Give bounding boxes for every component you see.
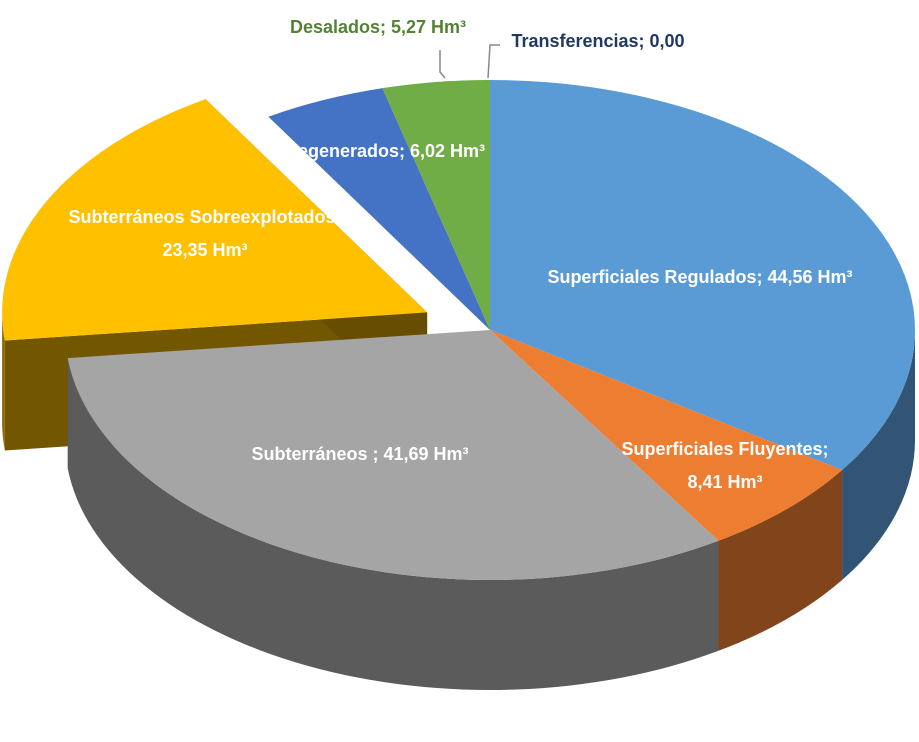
labels: Superficiales Regulados; 44,56 Hm³ Superf… bbox=[68, 17, 852, 492]
slice bbox=[2, 99, 428, 341]
pie-tops bbox=[67, 80, 916, 690]
slice-side bbox=[842, 330, 915, 581]
slice-side bbox=[67, 358, 719, 690]
data-label: Superficiales Fluyentes; 8,41 Hm³ bbox=[621, 439, 828, 492]
slice bbox=[490, 80, 916, 471]
slice bbox=[490, 330, 843, 541]
leader-line bbox=[487, 44, 500, 79]
data-label: Subterráneos Sobreexplotados; 23,35 Hm³ bbox=[68, 207, 341, 260]
data-label: Regenerados; 6,02 Hm³ bbox=[285, 141, 485, 161]
data-label: Transferencias; 0,00 bbox=[511, 31, 684, 51]
leader-line bbox=[439, 50, 446, 79]
data-label: Subterráneos ; 41,69 Hm³ bbox=[251, 444, 468, 464]
slice bbox=[382, 80, 490, 330]
data-label: Superficiales Regulados; 44,56 Hm³ bbox=[547, 267, 852, 287]
slice bbox=[67, 330, 719, 580]
slice bbox=[268, 88, 490, 330]
data-label: Desalados; 5,27 Hm³ bbox=[290, 17, 466, 37]
slice-side bbox=[718, 470, 843, 651]
slice-side bbox=[2, 312, 5, 451]
